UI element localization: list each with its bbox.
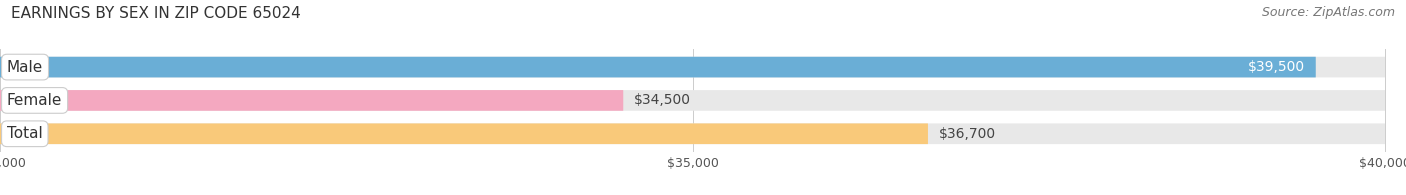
Text: EARNINGS BY SEX IN ZIP CODE 65024: EARNINGS BY SEX IN ZIP CODE 65024	[11, 6, 301, 21]
Text: $39,500: $39,500	[1247, 60, 1305, 74]
FancyBboxPatch shape	[0, 57, 1316, 77]
Text: Male: Male	[7, 60, 44, 74]
Text: Source: ZipAtlas.com: Source: ZipAtlas.com	[1261, 6, 1395, 19]
FancyBboxPatch shape	[0, 123, 1385, 144]
Text: Female: Female	[7, 93, 62, 108]
Text: Total: Total	[7, 126, 42, 141]
FancyBboxPatch shape	[0, 57, 1385, 77]
FancyBboxPatch shape	[0, 123, 928, 144]
Text: $36,700: $36,700	[939, 127, 997, 141]
Text: $34,500: $34,500	[634, 93, 692, 107]
FancyBboxPatch shape	[0, 90, 1385, 111]
FancyBboxPatch shape	[0, 90, 623, 111]
